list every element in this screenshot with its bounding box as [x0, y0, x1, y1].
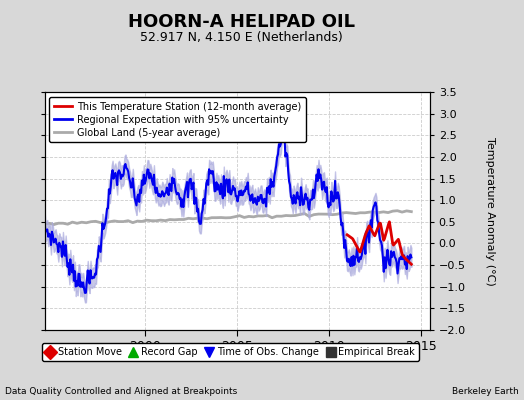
- Legend: This Temperature Station (12-month average), Regional Expectation with 95% uncer: This Temperature Station (12-month avera…: [49, 97, 305, 142]
- Y-axis label: Temperature Anomaly (°C): Temperature Anomaly (°C): [485, 137, 495, 285]
- Text: Data Quality Controlled and Aligned at Breakpoints: Data Quality Controlled and Aligned at B…: [5, 387, 237, 396]
- Text: Berkeley Earth: Berkeley Earth: [452, 387, 519, 396]
- Legend: Station Move, Record Gap, Time of Obs. Change, Empirical Break: Station Move, Record Gap, Time of Obs. C…: [42, 343, 419, 361]
- Text: HOORN-A HELIPAD OIL: HOORN-A HELIPAD OIL: [127, 13, 355, 31]
- Text: 52.917 N, 4.150 E (Netherlands): 52.917 N, 4.150 E (Netherlands): [140, 32, 342, 44]
